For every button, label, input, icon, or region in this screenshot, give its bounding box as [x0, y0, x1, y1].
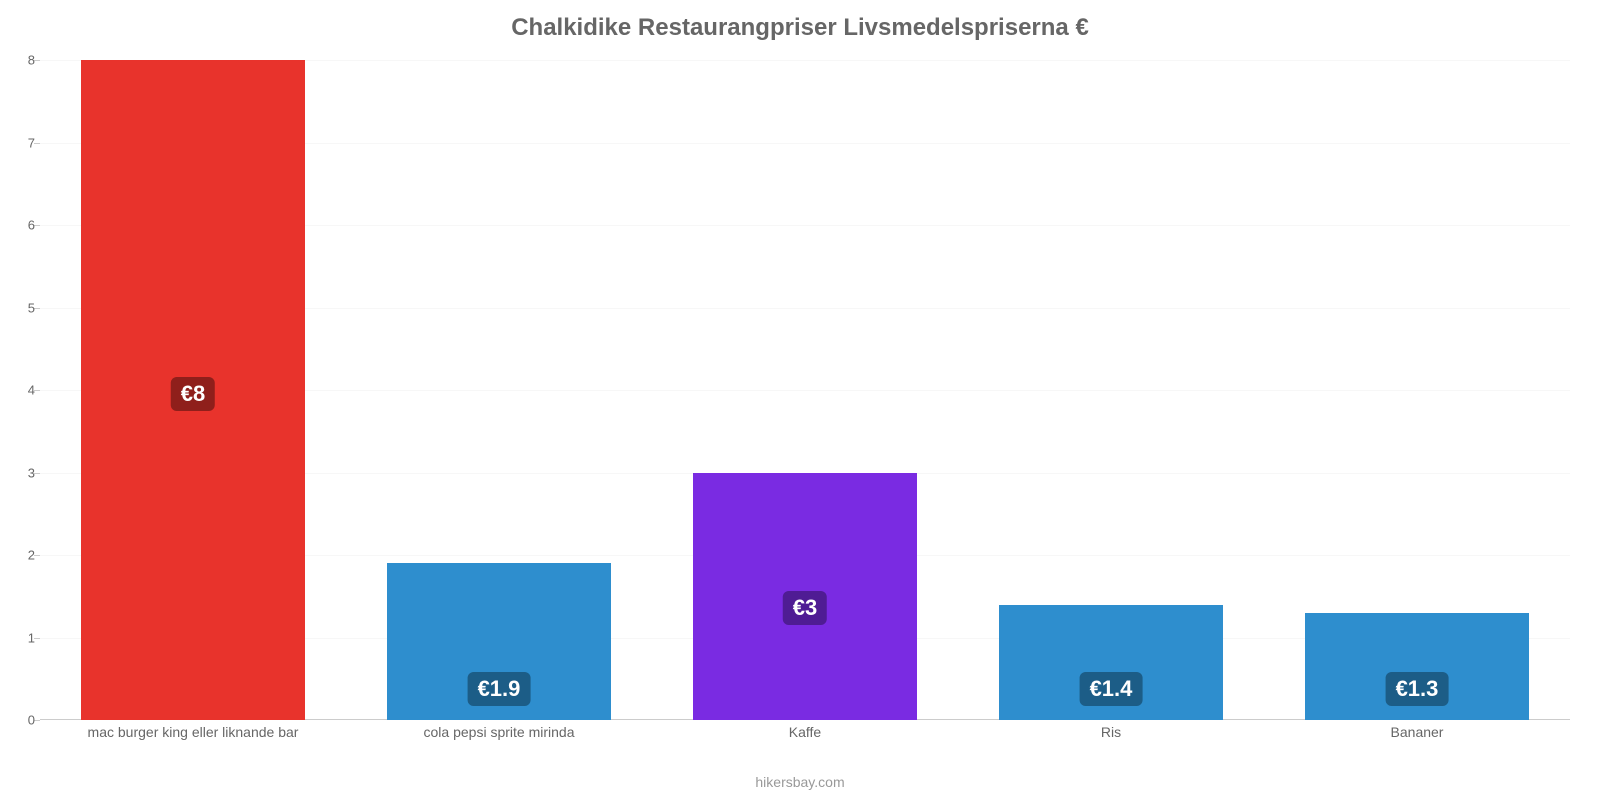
- y-tick-label: 3: [10, 465, 35, 480]
- y-tick-label: 1: [10, 630, 35, 645]
- chart-title: Chalkidike Restaurangpriser Livsmedelspr…: [0, 0, 1600, 42]
- attribution-text: hikersbay.com: [0, 774, 1600, 790]
- plot-area: 012345678€8€1.9€3€1.4€1.3: [40, 60, 1570, 720]
- bar: €1.4: [999, 605, 1222, 721]
- x-axis-label: cola pepsi sprite mirinda: [424, 724, 575, 740]
- bar-value-label: €1.3: [1386, 672, 1449, 706]
- y-tick-label: 8: [10, 53, 35, 68]
- x-axis-label: Ris: [1101, 724, 1121, 740]
- bar: €1.9: [387, 563, 610, 720]
- bar: €3: [693, 473, 916, 721]
- y-tick-label: 5: [10, 300, 35, 315]
- bar-value-label: €1.9: [468, 672, 531, 706]
- bar: €1.3: [1305, 613, 1528, 720]
- y-tick-label: 2: [10, 548, 35, 563]
- bar: €8: [81, 60, 304, 720]
- x-axis-label: Kaffe: [789, 724, 821, 740]
- y-tick-label: 7: [10, 135, 35, 150]
- y-tick-label: 4: [10, 383, 35, 398]
- bar-value-label: €3: [783, 591, 827, 625]
- y-tick-label: 0: [10, 713, 35, 728]
- x-axis-label: mac burger king eller liknande bar: [88, 724, 299, 740]
- x-axis-label: Bananer: [1391, 724, 1444, 740]
- bar-value-label: €1.4: [1080, 672, 1143, 706]
- bar-value-label: €8: [171, 377, 215, 411]
- x-axis-labels: mac burger king eller liknande bar cola p…: [40, 724, 1570, 754]
- y-tick-label: 6: [10, 218, 35, 233]
